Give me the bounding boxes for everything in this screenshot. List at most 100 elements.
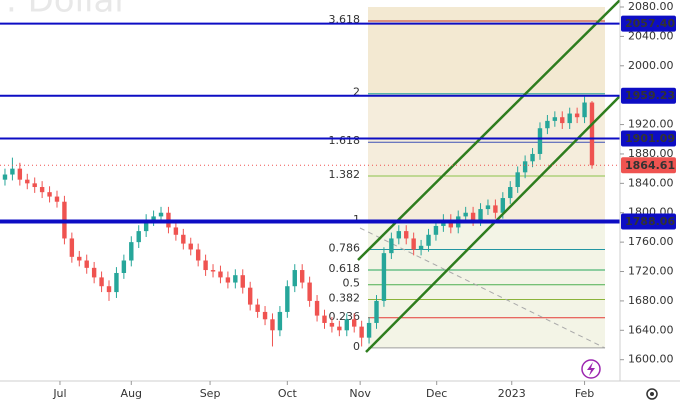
watermark: . Dollar xyxy=(6,0,128,21)
y-tick-label: 1680.00 xyxy=(628,294,674,307)
fib-label: 1.618 xyxy=(329,134,361,147)
candle-body xyxy=(32,183,37,188)
candle-body xyxy=(359,326,364,338)
y-tick-label: 1600.00 xyxy=(628,353,674,366)
candle-body xyxy=(106,286,112,293)
lightning-icon[interactable] xyxy=(581,359,601,379)
candle-body xyxy=(262,311,268,320)
candle-body xyxy=(389,238,394,254)
candle-body xyxy=(448,220,454,228)
candle-body xyxy=(158,212,164,217)
candle-body xyxy=(299,270,305,283)
price-line-label: 2057.40 xyxy=(625,17,675,30)
last-price-label: 1864.61 xyxy=(625,159,675,172)
candle-body xyxy=(77,256,82,261)
candle-body xyxy=(508,187,513,199)
price-lines xyxy=(0,22,620,224)
candle-body xyxy=(114,272,119,293)
candle-body xyxy=(396,231,401,239)
candle-body xyxy=(270,319,275,331)
x-tick-label: Sep xyxy=(200,387,221,400)
candle-body xyxy=(478,209,483,221)
candle-body xyxy=(352,319,357,327)
candle-body xyxy=(129,242,134,261)
fib-label: 0.382 xyxy=(329,291,361,304)
candle-body xyxy=(2,174,8,180)
candle-body xyxy=(47,192,52,197)
candle-body xyxy=(426,234,431,246)
candle-body xyxy=(560,117,565,124)
x-tick-label: Feb xyxy=(575,387,594,400)
candle-body xyxy=(493,205,498,213)
candle-body xyxy=(515,172,520,188)
last-price-box xyxy=(621,157,676,174)
price-line-box xyxy=(621,15,676,32)
candle-body xyxy=(240,275,245,288)
candle-body xyxy=(418,245,424,250)
candle-body xyxy=(25,179,30,184)
candle-body xyxy=(255,304,260,312)
fib-label: 0 xyxy=(353,340,360,353)
fib-label: 0.786 xyxy=(329,241,361,254)
x-tick-label: Nov xyxy=(349,387,371,400)
candle-body xyxy=(39,187,45,193)
fib-label: 2 xyxy=(353,86,360,99)
y-tick-label: 1920.00 xyxy=(628,118,674,131)
candle-body xyxy=(285,286,290,312)
candle-body xyxy=(500,198,506,213)
x-tick-label: Dec xyxy=(426,387,447,400)
candle-body xyxy=(143,220,149,232)
candle-body xyxy=(433,225,439,235)
candle-body xyxy=(277,311,283,331)
y-tick-label: 2000.00 xyxy=(628,59,674,72)
price-line-box xyxy=(621,130,676,147)
settings-icon[interactable] xyxy=(646,388,658,400)
candle-body xyxy=(574,113,580,118)
candle-body xyxy=(567,113,572,124)
y-tick-label: 1880.00 xyxy=(628,147,674,160)
candle-body xyxy=(589,102,595,166)
candle-body xyxy=(195,249,201,261)
candle-body xyxy=(530,153,535,162)
candle-body xyxy=(485,205,491,210)
candle-body xyxy=(411,238,416,250)
x-tick-label: Jul xyxy=(52,387,66,400)
candle-body xyxy=(314,300,320,316)
candle-body xyxy=(537,128,543,154)
candle-body xyxy=(188,243,193,250)
channel-line xyxy=(357,0,621,261)
candle-body xyxy=(366,322,372,338)
x-tick-label: Oct xyxy=(278,387,298,400)
candle-body xyxy=(17,168,23,180)
candle-body xyxy=(522,161,528,173)
candle-body xyxy=(84,260,89,268)
y-tick-label: 1760.00 xyxy=(628,235,674,248)
fib-label: 1.382 xyxy=(329,168,361,181)
trend-dashed xyxy=(359,227,606,349)
candle-body xyxy=(69,238,75,257)
fib-zone xyxy=(368,95,605,222)
y-tick-label: 2040.00 xyxy=(628,29,674,42)
candle-body xyxy=(582,102,587,118)
candle-body xyxy=(151,216,156,221)
x-tick-label: Aug xyxy=(121,387,142,400)
y-tick-label: 1840.00 xyxy=(628,176,674,189)
candle-body xyxy=(136,231,141,243)
candle-body xyxy=(10,168,15,175)
candle-body xyxy=(337,326,342,331)
x-tick-label: 2023 xyxy=(498,387,526,400)
candle-body xyxy=(54,196,60,202)
candle-body xyxy=(247,287,253,305)
candle-body xyxy=(91,267,97,278)
candle-body xyxy=(233,275,238,283)
candle-body xyxy=(552,117,558,121)
candle-body xyxy=(470,212,476,221)
candle-body xyxy=(329,322,335,327)
candle-body xyxy=(99,277,104,287)
candle-body xyxy=(292,270,297,287)
price-line-box xyxy=(621,87,676,104)
candle-body xyxy=(381,253,387,301)
y-tick-label: 1640.00 xyxy=(628,323,674,336)
candle-body xyxy=(463,212,468,217)
